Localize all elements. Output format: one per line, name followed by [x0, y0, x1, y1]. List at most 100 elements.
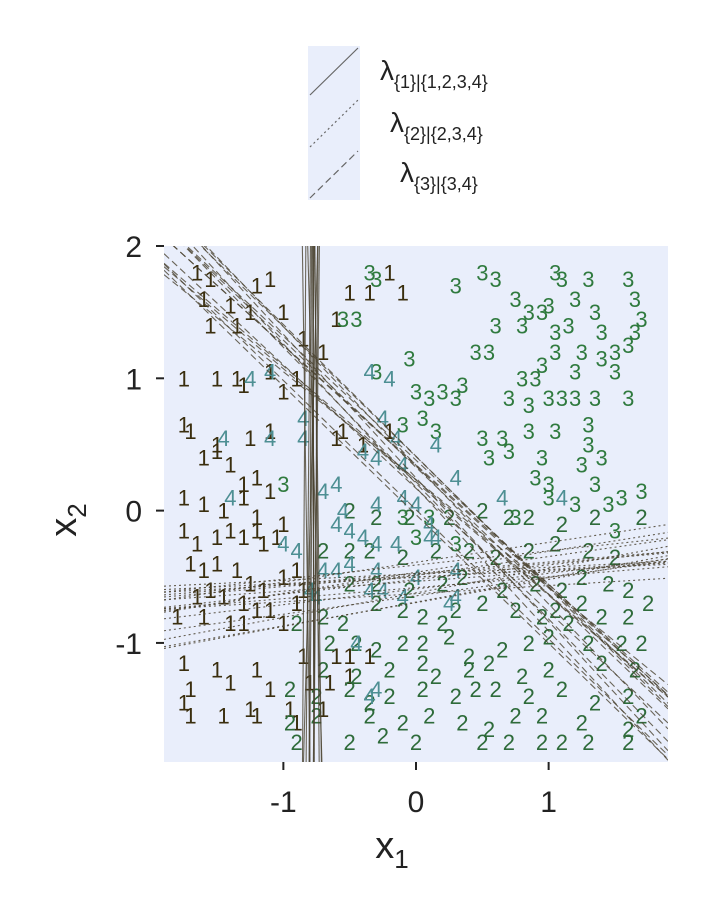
point-class-3: 3 [536, 300, 548, 325]
point-class-3: 3 [516, 366, 528, 391]
point-class-2: 2 [629, 657, 641, 682]
point-class-1: 1 [363, 644, 375, 669]
x-axis-label: x1 [375, 825, 408, 874]
point-class-2: 2 [523, 538, 535, 563]
point-class-2: 2 [324, 631, 336, 656]
point-class-3: 3 [397, 505, 409, 530]
point-class-3: 3 [582, 413, 594, 438]
point-class-2: 2 [443, 624, 455, 649]
point-class-2: 2 [602, 571, 614, 596]
point-class-3: 3 [622, 386, 634, 411]
point-class-4: 4 [330, 472, 342, 497]
point-class-3: 3 [543, 472, 555, 497]
boundary-line-dashed [164, 269, 668, 760]
point-class-3: 3 [483, 340, 495, 365]
point-class-3: 3 [589, 300, 601, 325]
point-class-2: 2 [350, 631, 362, 656]
legend-sub-1: {1}|{1,2,3,4} [394, 72, 488, 92]
legend-background [308, 46, 360, 200]
point-class-1: 1 [251, 704, 263, 729]
point-class-3: 3 [576, 340, 588, 365]
point-class-4: 4 [450, 466, 462, 491]
point-class-2: 2 [523, 631, 535, 656]
point-class-1: 1 [330, 307, 342, 332]
point-class-2: 2 [344, 730, 356, 755]
point-class-2: 2 [463, 657, 475, 682]
point-class-4: 4 [397, 485, 409, 510]
point-class-4: 4 [370, 492, 382, 517]
point-class-3: 3 [509, 505, 521, 530]
point-class-1: 1 [337, 419, 349, 444]
point-class-2: 2 [344, 499, 356, 524]
point-class-1: 1 [264, 598, 276, 623]
point-class-3: 3 [569, 287, 581, 312]
point-class-4: 4 [423, 512, 435, 537]
point-class-3: 3 [410, 525, 422, 550]
point-class-1: 1 [211, 366, 223, 391]
legend-label-3: λ{3}|{3,4} [400, 157, 478, 194]
point-class-4: 4 [370, 446, 382, 471]
point-class-1: 1 [237, 611, 249, 636]
x-axis-label-base: x [375, 825, 394, 867]
point-class-2: 2 [363, 538, 375, 563]
point-class-4: 4 [264, 426, 276, 451]
y-tick-label: 1 [125, 363, 142, 396]
point-class-2: 2 [483, 651, 495, 676]
point-class-3: 3 [436, 380, 448, 405]
legend-symbol-1: λ [380, 55, 394, 86]
point-class-2: 2 [609, 545, 621, 570]
point-class-4: 4 [344, 552, 356, 577]
point-class-3: 3 [456, 373, 468, 398]
point-class-2: 2 [556, 730, 568, 755]
point-class-1: 1 [178, 690, 190, 715]
point-class-3: 3 [556, 386, 568, 411]
point-class-3: 3 [609, 518, 621, 543]
point-class-1: 1 [330, 426, 342, 451]
point-class-3: 3 [450, 386, 462, 411]
point-class-1: 1 [251, 657, 263, 682]
point-class-4: 4 [344, 518, 356, 543]
point-class-4: 4 [291, 538, 303, 563]
point-class-3: 3 [370, 267, 382, 292]
y-tick-label: -1 [115, 628, 142, 661]
point-class-3: 3 [635, 479, 647, 504]
boundary-line-solid [312, 246, 315, 762]
point-class-2: 2 [377, 724, 389, 749]
point-class-2: 2 [543, 657, 555, 682]
point-class-3: 3 [543, 386, 555, 411]
point-class-1: 1 [291, 366, 303, 391]
point-class-2: 2 [410, 730, 422, 755]
point-class-2: 2 [430, 664, 442, 689]
legend-entry-1: λ{1}|{1,2,3,4} [309, 47, 488, 96]
point-class-2: 2 [284, 677, 296, 702]
point-class-2: 2 [596, 604, 608, 629]
point-class-2: 2 [337, 611, 349, 636]
boundary-line-dotted [164, 552, 668, 598]
x-axis: -1 0 1 [270, 762, 557, 819]
point-class-1: 1 [264, 360, 276, 385]
y-axis-label-base: x [43, 518, 85, 537]
point-class-4: 4 [363, 360, 375, 385]
point-class-2: 2 [317, 538, 329, 563]
point-class-4: 4 [370, 532, 382, 557]
point-class-4: 4 [264, 360, 276, 385]
point-class-2: 2 [622, 578, 634, 603]
point-class-2: 2 [291, 730, 303, 755]
point-class-2: 2 [397, 545, 409, 570]
point-class-2: 2 [496, 638, 508, 663]
point-class-4: 4 [330, 512, 342, 537]
point-class-1: 1 [198, 604, 210, 629]
point-class-3: 3 [569, 386, 581, 411]
point-class-1: 1 [184, 677, 196, 702]
point-class-1: 1 [184, 552, 196, 577]
point-class-3: 3 [596, 446, 608, 471]
point-class-1: 1 [284, 697, 296, 722]
point-class-3: 3 [417, 406, 429, 431]
point-class-4: 4 [363, 578, 375, 603]
point-class-4: 4 [496, 485, 508, 510]
point-class-2: 2 [423, 704, 435, 729]
boundary-line-solid [301, 246, 311, 762]
point-class-2: 2 [291, 611, 303, 636]
point-class-4: 4 [377, 406, 389, 431]
point-class-2: 2 [503, 730, 515, 755]
